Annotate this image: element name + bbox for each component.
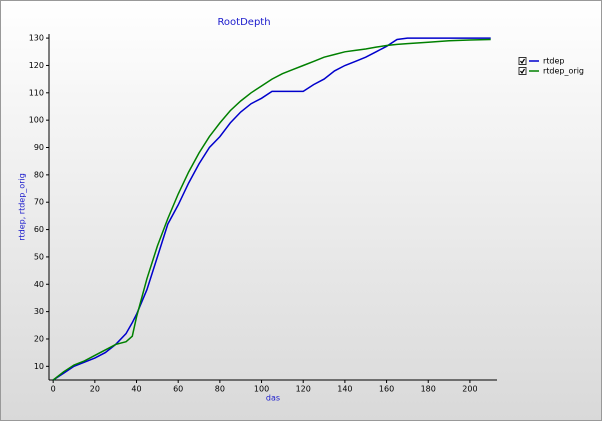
x-tick-label: 200 <box>462 385 477 394</box>
y-tick-label: 60 <box>34 225 44 234</box>
x-tick-label: 180 <box>421 385 436 394</box>
y-tick-label: 40 <box>34 280 44 289</box>
y-tick-label: 70 <box>34 198 44 207</box>
legend-checkbox[interactable] <box>518 67 527 75</box>
x-tick-label: 100 <box>254 385 269 394</box>
legend-check <box>520 58 526 65</box>
legend-label: rtdep_orig <box>543 67 584 76</box>
y-tick-label: 80 <box>34 170 44 179</box>
x-tick-label: 140 <box>337 385 352 394</box>
x-axis-label: das <box>266 394 280 403</box>
x-tick-label: 120 <box>296 385 311 394</box>
x-tick-label: 60 <box>173 385 183 394</box>
y-tick-label: 50 <box>34 252 44 261</box>
y-tick-label: 100 <box>29 116 44 125</box>
chart-title: RootDepth <box>217 17 270 28</box>
y-axis-label: rtdep, rtdep_orig <box>18 173 27 241</box>
y-tick-label: 30 <box>34 307 44 316</box>
y-tick-label: 110 <box>29 88 44 97</box>
y-tick-label: 120 <box>29 61 44 70</box>
x-tick-label: 80 <box>215 385 225 394</box>
x-tick-label: 20 <box>90 385 100 394</box>
legend-checkbox[interactable] <box>518 57 527 65</box>
y-tick-label: 90 <box>34 143 44 152</box>
y-tick-label: 20 <box>34 334 44 343</box>
x-tick-label: 160 <box>379 385 394 394</box>
x-tick-label: 0 <box>51 385 56 394</box>
x-tick-label: 40 <box>131 385 141 394</box>
legend-label: rtdep <box>543 57 565 66</box>
y-tick-label: 130 <box>29 34 44 43</box>
series-line <box>52 38 491 381</box>
series-line <box>52 37 491 381</box>
y-tick-label: 10 <box>34 362 44 371</box>
legend-check <box>520 68 526 75</box>
